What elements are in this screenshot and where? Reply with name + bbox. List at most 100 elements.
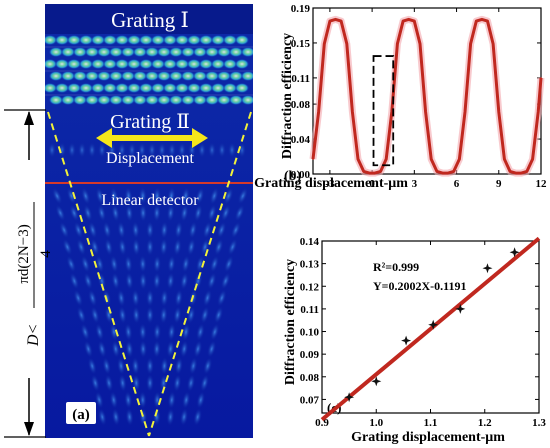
diffraction-lobe	[146, 374, 154, 392]
grating-spot	[45, 59, 57, 69]
grating-spot	[79, 59, 93, 69]
diffraction-lobe	[125, 340, 134, 358]
grating-spot	[109, 95, 123, 105]
diffraction-lobe	[131, 289, 140, 307]
diffraction-lobe	[90, 306, 100, 324]
grating-spot	[139, 59, 153, 69]
grating-spot	[103, 35, 117, 45]
diffraction-lobe	[196, 323, 205, 341]
grating-spot	[163, 35, 177, 45]
grating-spot	[45, 83, 57, 93]
diffraction-lobe	[94, 391, 104, 409]
interference-lobe	[118, 142, 126, 158]
grating-spot	[163, 59, 177, 69]
grating-spot	[193, 47, 207, 57]
x-tick-label: 1.3	[532, 417, 546, 429]
diffraction-lobe	[97, 340, 107, 358]
diffraction-lobe	[109, 391, 118, 409]
diffraction-lobe	[69, 272, 80, 290]
grating-spot	[205, 95, 219, 105]
x-tick-label: 1.2	[478, 417, 492, 429]
grating-spot	[127, 83, 141, 93]
grating-spot	[85, 95, 99, 105]
grating-spot	[211, 35, 225, 45]
diffraction-lobe	[73, 221, 84, 239]
interference-lobe	[98, 142, 106, 158]
diffraction-lobe	[200, 306, 210, 324]
grating-spot	[235, 59, 249, 69]
grating-spot	[211, 83, 225, 93]
y-tick-label: 0.08	[300, 372, 320, 384]
interference-pattern	[45, 4, 253, 426]
diffraction-lobe	[111, 272, 120, 290]
grating-spot	[133, 47, 147, 57]
diffraction-lobe	[195, 255, 205, 273]
grating-spot	[67, 35, 81, 45]
grating-spot	[199, 35, 213, 45]
grating-spot	[187, 83, 201, 93]
data-point-star	[371, 376, 382, 387]
depth-formula: D< πd(2N−3) 4	[16, 202, 54, 347]
interference-lobe	[78, 142, 86, 158]
grating-spot	[67, 83, 81, 93]
data-point	[317, 111, 320, 113]
diffraction-lobe	[124, 391, 133, 409]
grating-spot	[115, 59, 129, 69]
grating-spot	[49, 47, 63, 57]
diffraction-lobe	[146, 238, 154, 256]
diffraction-lobe	[159, 238, 168, 256]
x-tick-label: 1.0	[369, 417, 383, 429]
diffraction-lobe	[210, 323, 220, 341]
diffraction-lobe	[55, 204, 66, 222]
data-point-star	[401, 335, 412, 346]
grating-spot	[217, 71, 231, 81]
data-point	[481, 18, 483, 21]
grating-spot	[223, 59, 237, 69]
grating-spot	[181, 47, 195, 57]
data-point-star	[428, 319, 439, 330]
data-point-star	[455, 303, 466, 314]
diffraction-lobe	[202, 289, 212, 307]
grating-spot	[79, 35, 93, 45]
chart-c-r2: R²=0.999	[373, 260, 419, 274]
diffraction-lobe	[174, 221, 183, 239]
grating-spot	[223, 83, 237, 93]
grating-spot	[199, 83, 213, 93]
diffraction-lobe	[95, 323, 104, 341]
grating-spot	[229, 47, 243, 57]
x-tick-label: -3	[325, 178, 335, 190]
grating-spot	[97, 71, 111, 81]
data-point	[430, 158, 433, 160]
diffraction-lobe	[207, 340, 217, 358]
diffraction-lobe	[227, 238, 238, 256]
chart-c: Grating displacement-μm Diffraction effi…	[283, 236, 546, 445]
y-tick-label: 0.19	[291, 3, 311, 15]
chart-c-xlabel: Grating displacement-μm	[351, 430, 505, 445]
diffraction-lobe	[95, 187, 105, 205]
diffraction-lobe	[186, 374, 196, 392]
diffraction-lobe	[167, 187, 176, 205]
grating-spot	[121, 71, 135, 81]
diffraction-lobe	[90, 238, 100, 256]
diffraction-lobe	[80, 323, 90, 341]
y-tick-label: 0.13	[300, 259, 320, 271]
grating-spot	[223, 35, 237, 45]
diffraction-lobe	[80, 255, 91, 273]
data-point	[497, 111, 500, 113]
diffraction-lobe	[152, 272, 161, 290]
diffraction-lobe	[181, 187, 190, 205]
diffraction-lobe	[237, 187, 248, 205]
grating-spot	[241, 71, 253, 81]
diffraction-lobe	[220, 272, 231, 290]
grating-spot	[145, 71, 159, 81]
data-point-star	[509, 247, 520, 258]
grating-spot	[61, 71, 75, 81]
grating-2-label: Grating Ⅱ	[110, 111, 190, 133]
diffraction-lobe	[111, 340, 120, 358]
diffraction-lobe	[179, 408, 189, 426]
diffraction-lobe	[174, 289, 183, 307]
diffraction-lobe	[207, 272, 217, 290]
interference-lobe	[138, 142, 146, 158]
diffraction-lobe	[117, 221, 126, 239]
